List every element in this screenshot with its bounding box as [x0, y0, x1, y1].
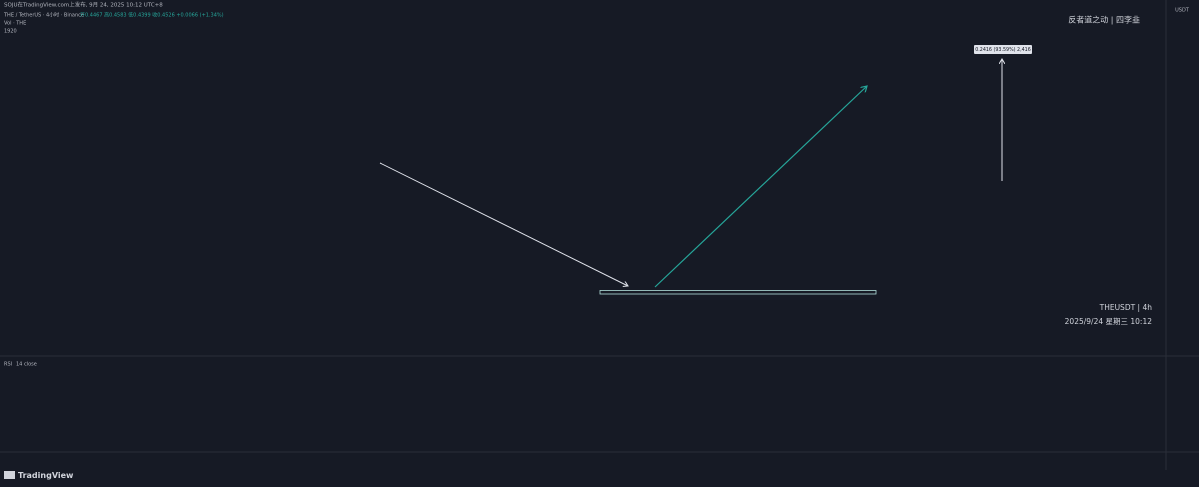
- currency: USDT: [1175, 8, 1190, 14]
- logo: TradingView: [18, 471, 74, 480]
- indicator-legend: 1920: [4, 29, 17, 35]
- measure-label-box: [974, 45, 1032, 54]
- timestamp: 2025/9/24 星期三 10:12: [1065, 317, 1153, 326]
- support-box: [599, 290, 877, 295]
- watermark: 反者道之动 | 四李韭: [1068, 15, 1140, 25]
- trend-arrow: [654, 86, 867, 288]
- measure-label: 0.2416 (93.59%) 2,416: [975, 47, 1031, 53]
- drawings: 0.2416 (93.59%) 2,416: [379, 45, 1032, 295]
- trend-arrow: [379, 162, 628, 286]
- symbol-legend: THE / TetherUS · 4小时 · Binance: [3, 12, 84, 19]
- logo-mark: [4, 471, 15, 479]
- symbol-interval: THEUSDT | 4h: [1099, 303, 1153, 312]
- publisher: SOJU在TradingView.com上发布, 9月 24, 2025 10:…: [4, 1, 163, 9]
- volume-legend: Vol · THE: [4, 21, 26, 27]
- rsi-params: 14 close: [16, 362, 37, 368]
- header: SOJU在TradingView.com上发布, 9月 24, 2025 10:…: [3, 1, 1190, 481]
- ohlc: 开0.4467 高0.4583 低0.4399 收0.4526 +0.0066 …: [80, 12, 224, 19]
- rsi-name: RSI: [4, 362, 12, 368]
